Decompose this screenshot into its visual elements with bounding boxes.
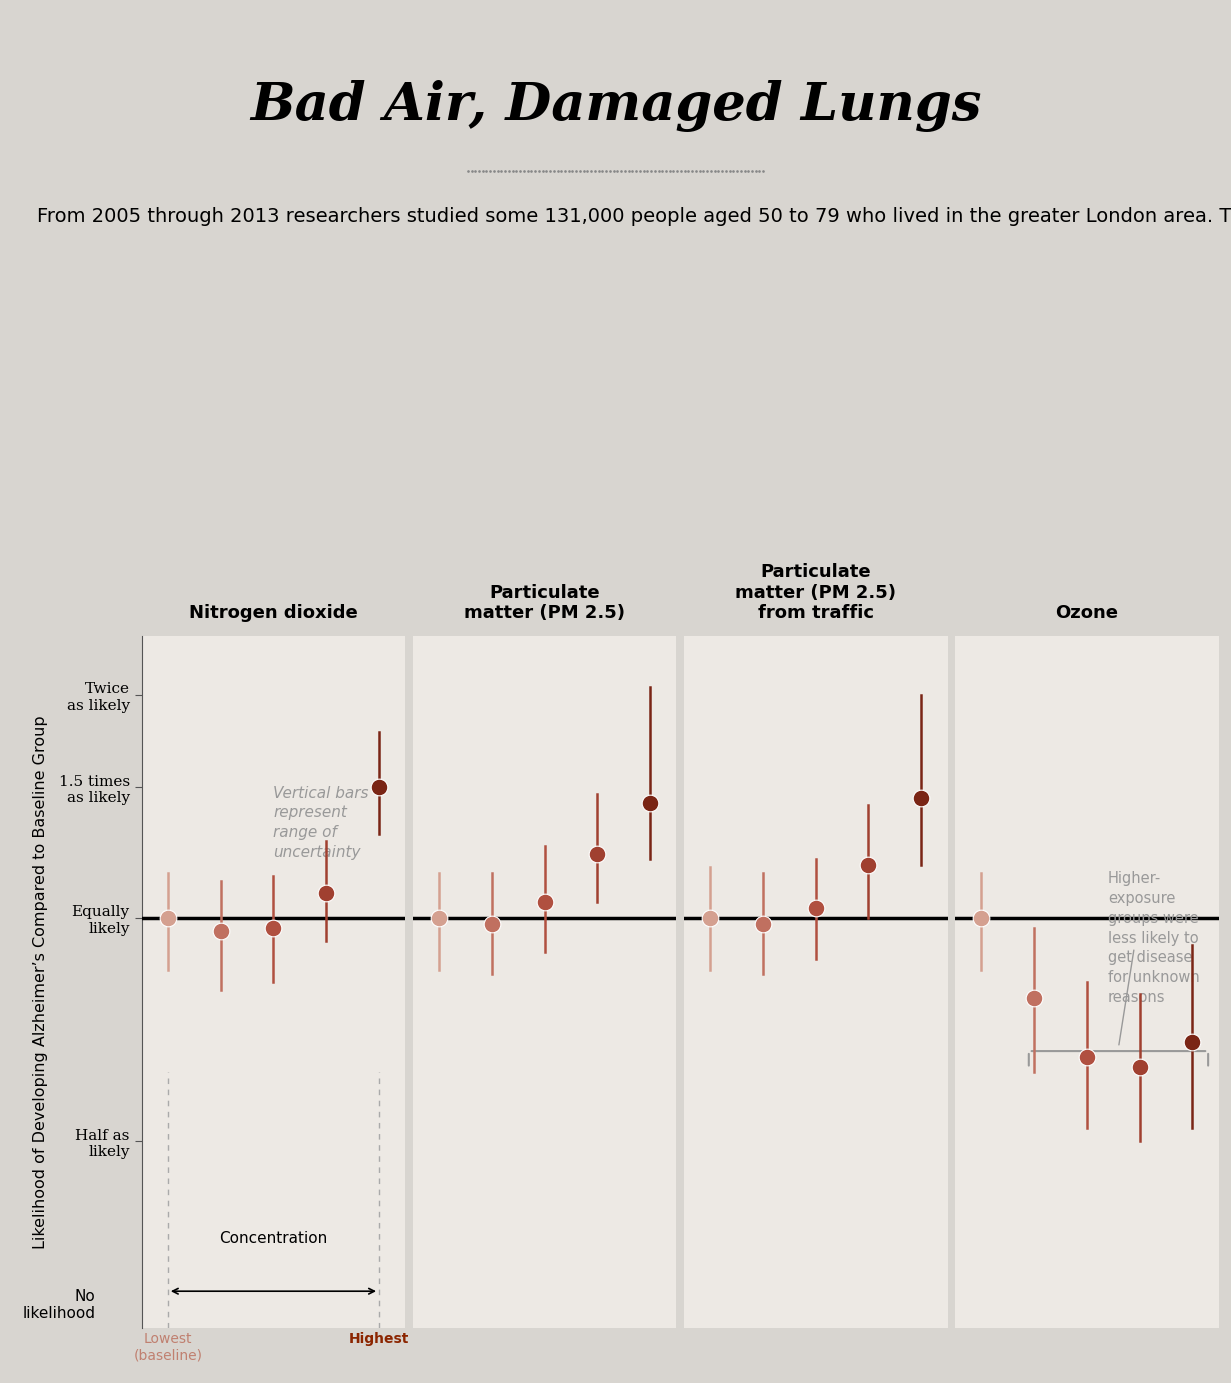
Text: Higher-
exposure
groups were
less likely to
get disease
for unknown
reasons: Higher- exposure groups were less likely… [1108,871,1200,1005]
Text: Bad Air, Damaged Lungs: Bad Air, Damaged Lungs [250,80,981,133]
Text: Vertical bars
represent
range of
uncertainty: Vertical bars represent range of uncerta… [273,786,369,860]
Text: Particulate
matter (PM 2.5): Particulate matter (PM 2.5) [464,584,625,622]
Y-axis label: Likelihood of Developing Alzheimer’s Compared to Baseline Group: Likelihood of Developing Alzheimer’s Com… [32,715,48,1249]
Text: Ozone: Ozone [1055,604,1118,622]
Text: Concentration: Concentration [219,1231,327,1246]
Text: From 2005 through 2013 researchers studied some 131,000 people aged 50 to 79 who: From 2005 through 2013 researchers studi… [37,207,1231,227]
Text: No
likelihood: No likelihood [22,1289,95,1321]
Text: Highest: Highest [348,1332,409,1346]
Text: Particulate
matter (PM 2.5)
from traffic: Particulate matter (PM 2.5) from traffic [735,563,896,622]
Text: Nitrogen dioxide: Nitrogen dioxide [190,604,358,622]
Text: Lowest
(baseline): Lowest (baseline) [133,1332,202,1362]
